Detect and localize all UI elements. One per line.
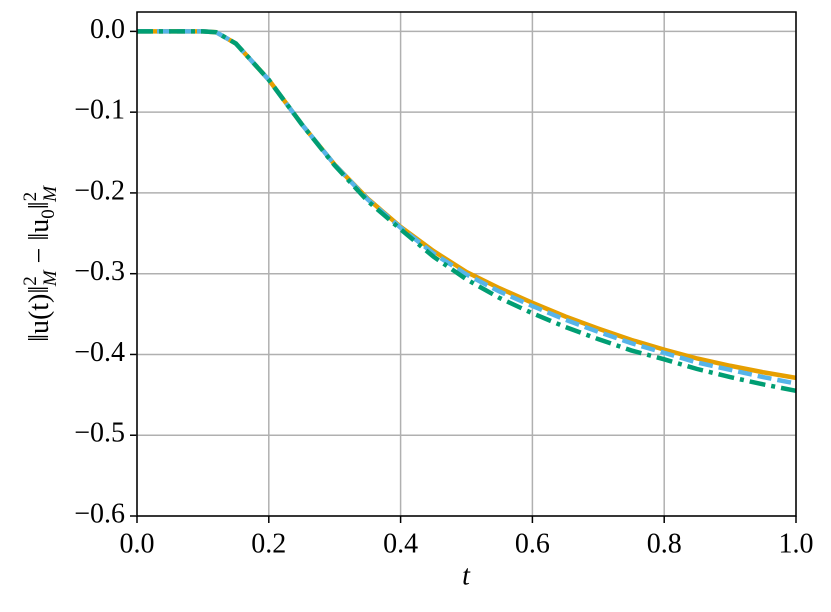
x-tick-label: 0.0 xyxy=(120,528,155,559)
x-axis-label: t xyxy=(462,560,471,591)
x-tick-label: 0.4 xyxy=(383,528,418,559)
y-axis-label-part: 2 xyxy=(20,192,41,202)
y-tick-label: −0.5 xyxy=(74,418,125,449)
y-tick-label: −0.6 xyxy=(74,498,125,529)
y-axis-label-part: − ‖u xyxy=(24,219,55,271)
y-axis-label-part: M xyxy=(40,185,61,203)
y-axis-label-part: ‖ xyxy=(24,201,55,209)
y-tick-label: −0.3 xyxy=(74,256,125,287)
y-tick-label: 0.0 xyxy=(90,14,125,45)
x-tick-label: 0.8 xyxy=(647,528,682,559)
y-axis-label-part: M xyxy=(40,269,61,287)
y-axis-label-part: ‖u(t)‖ xyxy=(24,286,55,342)
y-tick-label: −0.1 xyxy=(74,95,125,126)
y-tick-label: −0.2 xyxy=(74,175,125,206)
x-tick-label: 0.6 xyxy=(515,528,550,559)
line-series xyxy=(137,29,797,386)
plot-frame xyxy=(136,11,797,517)
y-axis-label-part: 0 xyxy=(38,209,59,219)
line-series xyxy=(137,29,797,381)
x-tick-label: 0.2 xyxy=(251,528,286,559)
x-tick-label: 1.0 xyxy=(779,528,814,559)
y-tick-label: −0.4 xyxy=(74,337,125,368)
y-axis-label: ‖u(t)‖2M − ‖u0‖2M xyxy=(20,185,61,342)
line-series xyxy=(137,29,797,394)
y-axis-label-part: 2 xyxy=(20,276,41,286)
